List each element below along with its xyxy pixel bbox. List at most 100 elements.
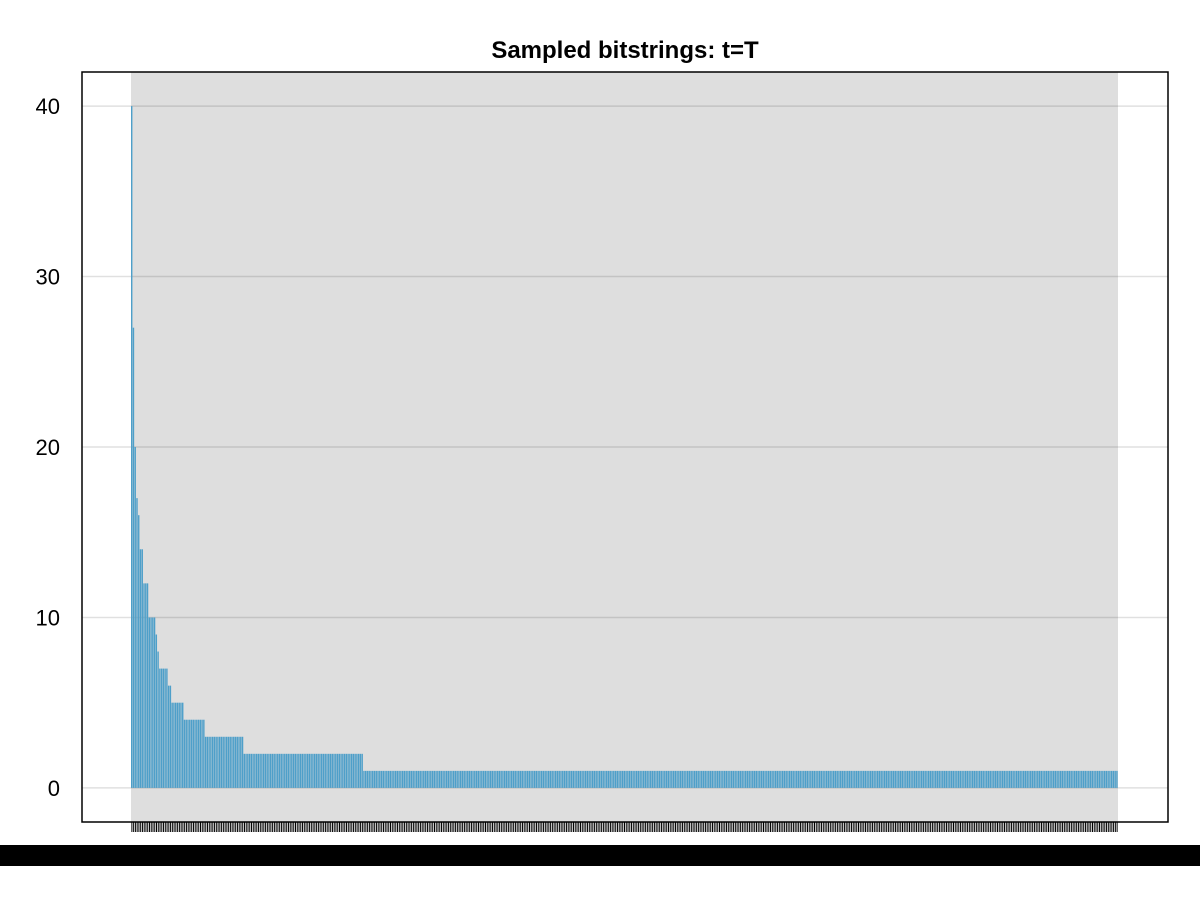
bar-14 [153, 617, 156, 788]
bar-22 [167, 685, 170, 788]
bar-55 [226, 736, 228, 788]
bar-458 [935, 770, 937, 788]
bar-115 [331, 753, 333, 788]
bar-444 [910, 770, 912, 788]
bar-451 [922, 770, 925, 788]
bar-541 [1081, 770, 1083, 788]
bar-487 [986, 770, 988, 788]
bar-316 [685, 770, 687, 788]
bar-87 [282, 753, 284, 788]
bar-12 [150, 617, 152, 788]
bar-218 [512, 770, 515, 788]
bar-158 [407, 770, 409, 788]
bar-232 [537, 770, 539, 788]
bar-237 [546, 770, 548, 788]
bar-73 [257, 753, 260, 788]
bar-426 [878, 770, 881, 788]
bar-300 [657, 770, 659, 788]
bar-341 [729, 770, 731, 788]
bar-99 [303, 753, 305, 788]
bar-227 [528, 770, 531, 788]
bar-1 [131, 106, 133, 788]
bar-455 [929, 770, 932, 788]
bar-502 [1012, 770, 1014, 788]
bar-196 [474, 770, 476, 788]
bar-286 [632, 770, 634, 788]
bar-311 [676, 770, 678, 788]
bar-378 [794, 770, 796, 788]
bar-514 [1033, 770, 1035, 788]
bar-376 [790, 770, 793, 788]
bar-260 [586, 770, 589, 788]
chart-title: Sampled bitstrings: t=T [491, 37, 759, 64]
bar-296 [650, 770, 652, 788]
bar-281 [623, 770, 626, 788]
bar-165 [419, 770, 421, 788]
bar-173 [433, 770, 436, 788]
bar-42 [203, 719, 205, 788]
bar-258 [583, 770, 585, 788]
bar-317 [686, 770, 689, 788]
bar-67 [247, 753, 249, 788]
bar-383 [803, 770, 805, 788]
bar-200 [481, 770, 483, 788]
bar-468 [952, 770, 955, 788]
bar-310 [674, 770, 677, 788]
bar-210 [498, 770, 501, 788]
bar-511 [1028, 770, 1030, 788]
bar-248 [565, 770, 567, 788]
bar-388 [811, 770, 814, 788]
bar-501 [1010, 770, 1013, 788]
bar-382 [801, 770, 803, 788]
bar-524 [1051, 770, 1053, 788]
bar-457 [933, 770, 935, 788]
bar-305 [665, 770, 668, 788]
bar-86 [280, 753, 282, 788]
y-tick-label-30: 30 [36, 265, 60, 290]
bar-277 [616, 770, 618, 788]
bar-344 [734, 770, 736, 788]
bar-57 [229, 736, 231, 788]
bar-318 [688, 770, 691, 788]
bar-213 [503, 770, 506, 788]
bar-389 [813, 770, 816, 788]
bar-495 [1000, 770, 1002, 788]
bar-431 [887, 770, 889, 788]
bar-20 [164, 668, 166, 788]
bar-3 [134, 447, 136, 788]
bar-407 [845, 770, 847, 788]
bar-363 [767, 770, 770, 788]
bar-146 [386, 770, 388, 788]
bar-268 [600, 770, 603, 788]
bar-39 [197, 719, 200, 788]
bar-101 [306, 753, 309, 788]
bar-169 [426, 770, 428, 788]
bar-366 [773, 770, 775, 788]
bar-207 [493, 770, 495, 788]
bar-528 [1058, 770, 1060, 788]
bar-48 [213, 736, 216, 788]
bars [131, 106, 1118, 788]
bar-331 [711, 770, 713, 788]
bar-473 [961, 770, 963, 788]
bar-298 [653, 770, 655, 788]
bar-186 [456, 770, 458, 788]
bar-167 [423, 770, 425, 788]
bar-250 [569, 770, 571, 788]
bar-308 [671, 770, 673, 788]
bar-46 [210, 736, 212, 788]
bar-404 [840, 770, 842, 788]
bar-71 [254, 753, 256, 788]
bar-354 [752, 770, 754, 788]
bar-231 [535, 770, 538, 788]
bar-358 [759, 770, 761, 788]
bar-288 [635, 770, 638, 788]
bar-108 [319, 753, 321, 788]
y-tick-labels: 0 10 20 30 40 [36, 94, 60, 801]
bar-255 [577, 770, 580, 788]
bar-478 [970, 770, 972, 788]
bar-560 [1114, 770, 1116, 788]
bar-435 [894, 770, 896, 788]
bar-387 [810, 770, 812, 788]
bar-413 [855, 770, 858, 788]
